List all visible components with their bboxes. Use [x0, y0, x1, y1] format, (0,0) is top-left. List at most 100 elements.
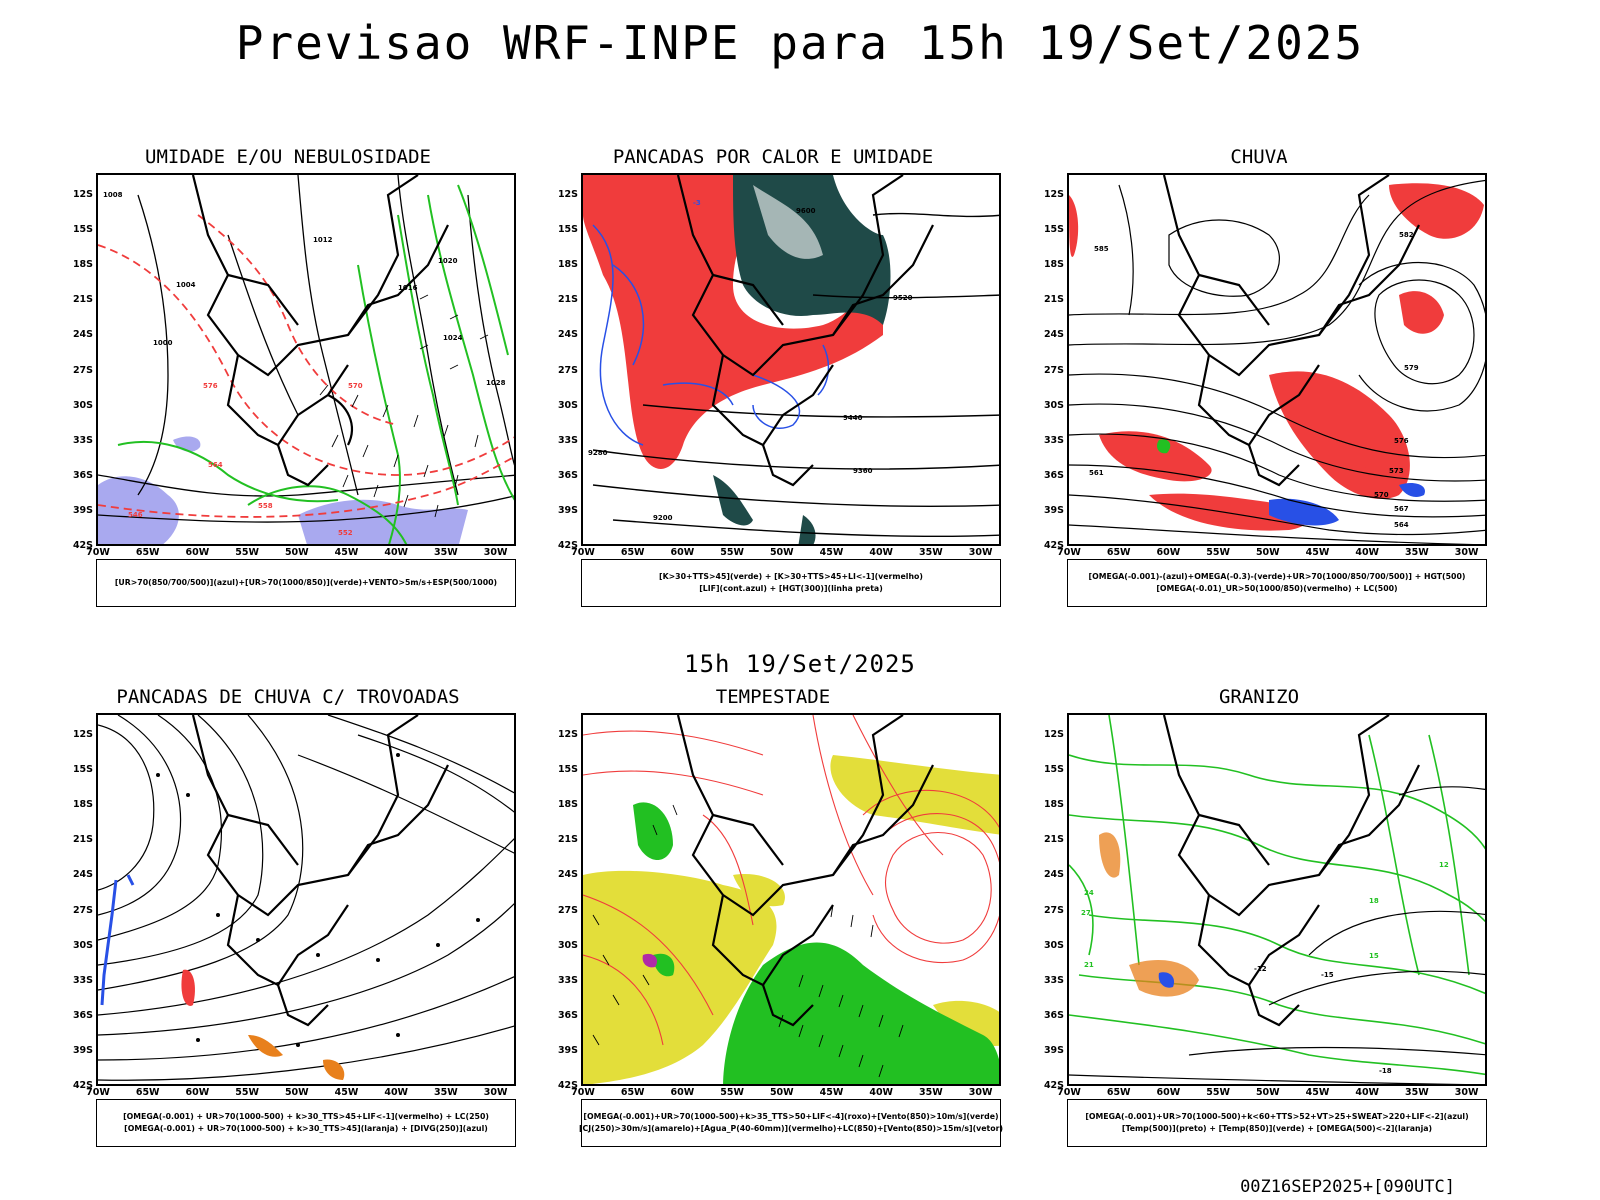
- lat-tick-label: 36S: [1043, 469, 1064, 481]
- lon-tick-label: 40W: [869, 1087, 894, 1098]
- map-tempestade: [583, 715, 999, 1084]
- lat-tick-label: 27S: [1043, 364, 1064, 376]
- lon-tick-label: 65W: [135, 547, 160, 558]
- lat-tick-label: 21S: [1043, 294, 1064, 306]
- map-umidade: 1008 1012 1016 1020 1024 1028 1004 1000 …: [98, 175, 514, 544]
- lat-tick-label: 12S: [1043, 729, 1064, 740]
- lat-tick-label: 42S: [557, 1080, 578, 1091]
- lat-tick-label: 18S: [72, 259, 93, 271]
- lon-tick-label: 70W: [86, 1087, 110, 1098]
- contour-label: 546: [128, 511, 143, 519]
- lat-tick-label: 24S: [72, 329, 93, 341]
- contour-label: 9280: [588, 449, 608, 457]
- lat-tick-label: 42S: [557, 540, 578, 551]
- contour-label: 576: [1394, 437, 1409, 445]
- lon-tick-label: 35W: [919, 1087, 943, 1098]
- map-area: 582 579 576 573 570 567 564 561 585: [1067, 173, 1487, 546]
- legend-line: [OMEGA(-0.001) + UR>70(1000-500) + k>30_…: [124, 1124, 488, 1133]
- contour-label: 1028: [486, 379, 506, 387]
- contour-label: 1012: [313, 236, 333, 244]
- lon-tick-label: 50W: [284, 547, 309, 558]
- panel-title: GRANIZO: [1218, 686, 1300, 708]
- legend-line: [OMEGA(-0.001)+UR>70(1000-500)+k<60+TTS>…: [1085, 1112, 1469, 1121]
- lat-tick-label: 27S: [557, 364, 578, 376]
- map-area: [581, 713, 1001, 1086]
- lon-tick-label: 65W: [620, 547, 645, 558]
- lon-tick-label: 55W: [1206, 547, 1230, 558]
- lat-tick-label: 30S: [1043, 939, 1064, 951]
- contour-label: 27: [1081, 909, 1091, 917]
- lon-tick-label: 50W: [284, 1087, 309, 1098]
- panel-tempestade: TEMPESTADE: [533, 686, 1013, 1166]
- lat-tick-label: 36S: [72, 469, 93, 481]
- lon-tick-label: 35W: [434, 547, 458, 558]
- lat-tick-label: 27S: [72, 364, 93, 376]
- panel-title: TEMPESTADE: [715, 686, 831, 708]
- lat-tick-label: 33S: [557, 434, 578, 446]
- lon-tick-label: 30W: [968, 547, 993, 558]
- lon-tick-label: 30W: [1454, 1087, 1479, 1098]
- lon-tick-label: 60W: [185, 547, 210, 558]
- lon-tick-label: 40W: [384, 1087, 409, 1098]
- contour-label: 1020: [438, 257, 458, 265]
- lat-tick-label: 15S: [1043, 764, 1064, 776]
- contour-label: 12: [1439, 861, 1449, 869]
- contour-label: -12: [1254, 965, 1267, 973]
- contour-label: 573: [1389, 467, 1404, 475]
- contour-label: 582: [1399, 231, 1414, 239]
- lat-tick-label: 39S: [72, 1044, 93, 1056]
- lat-tick-label: 15S: [1043, 224, 1064, 236]
- legend-line: [OMEGA(-0.001)+UR>70(1000-500)+k>35_TTS>…: [583, 1112, 999, 1121]
- contour-label: 1016: [398, 284, 418, 292]
- lat-tick-label: 12S: [1043, 189, 1064, 200]
- panel-chuva: CHUVA: [1019, 146, 1499, 626]
- lat-tick-label: 27S: [72, 904, 93, 916]
- contour-label: -15: [1321, 971, 1334, 979]
- panel-legend: [OMEGA(-0.001)+UR>70(1000-500)+k>35_TTS>…: [579, 1099, 1003, 1147]
- lat-tick-label: 27S: [1043, 904, 1064, 916]
- lat-tick-label: 39S: [1043, 504, 1064, 516]
- lon-tick-label: 55W: [1206, 1087, 1230, 1098]
- contour-label: 570: [348, 382, 363, 390]
- lon-tick-label: 45W: [334, 1087, 359, 1098]
- lon-tick-label: 30W: [483, 1087, 508, 1098]
- contour-label: -3: [693, 199, 701, 207]
- map-chuva: 582 579 576 573 570 567 564 561 585: [1069, 175, 1485, 544]
- lat-tick-label: 33S: [72, 974, 93, 986]
- lon-tick-label: 50W: [1255, 547, 1280, 558]
- lon-tick-label: 70W: [1057, 1087, 1081, 1098]
- lat-tick-label: 33S: [557, 974, 578, 986]
- legend-line: [OMEGA(-0.01)_UR>50(1000/850)(vermelho) …: [1156, 584, 1398, 593]
- valid-time-label: 15h 19/Set/2025: [684, 650, 916, 678]
- main-title: Previsao WRF-INPE para 15h 19/Set/2025: [235, 16, 1365, 70]
- lat-tick-label: 21S: [1043, 834, 1064, 846]
- contour-label: 561: [1089, 469, 1104, 477]
- lon-tick-label: 70W: [86, 547, 110, 558]
- lat-tick-label: 30S: [557, 399, 578, 411]
- lat-tick-label: 42S: [1043, 1080, 1064, 1091]
- contour-label: 9440: [843, 414, 863, 422]
- panel-title: PANCADAS POR CALOR E UMIDADE: [612, 146, 934, 168]
- lat-tick-label: 18S: [557, 799, 578, 811]
- legend-line: [LIF](cont.azul) + [HGT(300)](linha pret…: [699, 584, 883, 593]
- lat-tick-label: 42S: [72, 1080, 93, 1091]
- legend-line: [UR>70(850/700/500)](azul)+[UR>70(1000/8…: [114, 578, 498, 587]
- lon-tick-label: 60W: [670, 1087, 695, 1098]
- contour-label: 9200: [653, 514, 673, 522]
- lat-tick-label: 21S: [557, 834, 578, 846]
- contour-label: 9520: [893, 294, 913, 302]
- lon-tick-label: 55W: [720, 547, 744, 558]
- panel-legend: [OMEGA(-0.001) + UR>70(1000-500) + k>30_…: [96, 1099, 516, 1147]
- lat-tick-label: 15S: [557, 224, 578, 236]
- lat-tick-label: 39S: [1043, 1044, 1064, 1056]
- lat-tick-label: 24S: [1043, 329, 1064, 341]
- contour-label: 1000: [153, 339, 173, 347]
- lat-tick-label: 39S: [72, 504, 93, 516]
- lat-tick-label: 12S: [557, 729, 578, 740]
- lat-tick-label: 39S: [557, 504, 578, 516]
- contour-label: 24: [1084, 889, 1094, 897]
- panel-legend: [OMEGA(-0.001)-(azul)+OMEGA(-0.3)-(verde…: [1067, 559, 1487, 607]
- lon-tick-label: 45W: [819, 547, 844, 558]
- contour-label: 558: [258, 502, 273, 510]
- lat-tick-label: 36S: [1043, 1009, 1064, 1021]
